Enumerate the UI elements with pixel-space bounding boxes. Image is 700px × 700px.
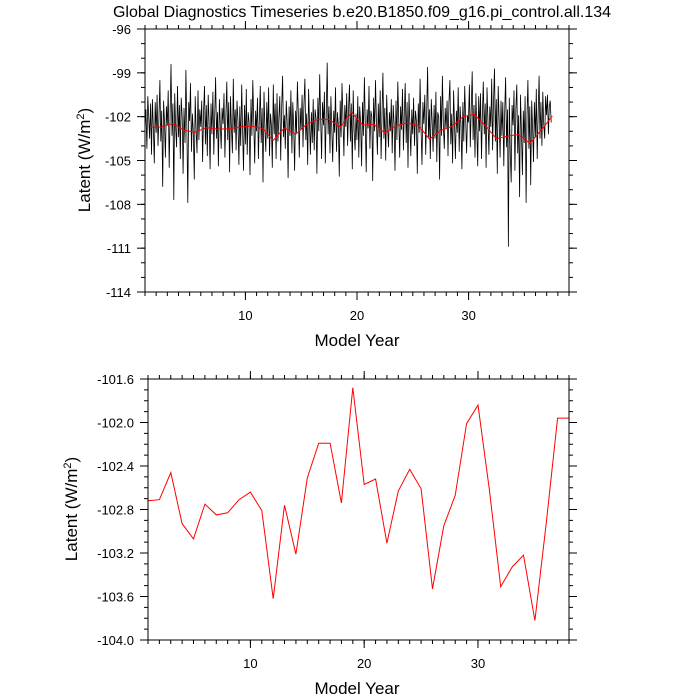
top-y-axis-label-sup: 2 — [75, 113, 87, 119]
bottom-y-tick-label: -103.6 — [97, 590, 134, 605]
bottom-y-tick-label: -101.6 — [97, 372, 134, 387]
bottom-series-annual-mean — [147, 387, 569, 621]
bottom-y-tick-label: -103.2 — [97, 546, 134, 561]
top-panel: 10 20 30 -114 -111 -108 -105 -102 -99 -96 Model Y… — [75, 21, 577, 350]
top-x-tick-label: 30 — [461, 308, 475, 323]
bottom-y-tick-label: -104.0 — [97, 633, 134, 648]
top-y-tick-label: -105 — [105, 154, 131, 169]
top-y-tick-label: -108 — [105, 197, 131, 212]
top-y-tick-label: -96 — [112, 22, 131, 37]
top-y-tick-label: -99 — [112, 66, 131, 81]
top-y-axis-label-end: ) — [75, 108, 94, 114]
bottom-y-tick-label: -102.8 — [97, 503, 134, 518]
top-series-group — [144, 62, 553, 247]
chart-title: Global Diagnostics Timeseries b.e20.B185… — [113, 4, 611, 21]
top-plot-frame — [144, 28, 570, 293]
bottom-x-axis-label: Model Year — [314, 679, 399, 698]
top-x-axis-label: Model Year — [314, 331, 399, 350]
top-y-tick-label: -102 — [105, 110, 131, 125]
top-series-monthly — [144, 62, 552, 247]
bottom-plot-frame — [147, 378, 570, 641]
top-x-tick-label: 10 — [238, 308, 252, 323]
bottom-y-axis-label-text: Latent (W/m — [62, 469, 81, 562]
bottom-y-tick-label: -102.4 — [97, 459, 134, 474]
top-y-tick-label: -111 — [107, 241, 131, 256]
top-x-tick-label: 20 — [350, 308, 364, 323]
top-axis-ticks: 10 20 30 -114 -111 -108 -105 -102 -99 -96 — [105, 21, 577, 323]
bottom-y-axis-label-end: ) — [62, 457, 81, 463]
bottom-panel: 10 20 30 -104.0 -103.6 -103.2 -102.8 -102.4 -102… — [62, 371, 577, 698]
bottom-x-tick-label: 30 — [471, 656, 485, 671]
bottom-axis-ticks: 10 20 30 -104.0 -103.6 -103.2 -102.8 -102.4 -102… — [97, 371, 577, 671]
bottom-x-tick-label: 10 — [243, 656, 257, 671]
bottom-series-group — [147, 387, 569, 621]
bottom-y-tick-label: -102.0 — [97, 416, 134, 431]
top-y-axis-label-text: Latent (W/m — [75, 120, 94, 213]
top-y-tick-label: -114 — [106, 285, 131, 300]
top-y-axis-label: Latent (W/m2) — [75, 108, 94, 212]
bottom-y-axis-label: Latent (W/m2) — [62, 457, 81, 561]
bottom-x-tick-label: 20 — [357, 656, 371, 671]
top-series-annual-mean — [150, 111, 553, 144]
bottom-y-axis-label-sup: 2 — [62, 462, 74, 468]
